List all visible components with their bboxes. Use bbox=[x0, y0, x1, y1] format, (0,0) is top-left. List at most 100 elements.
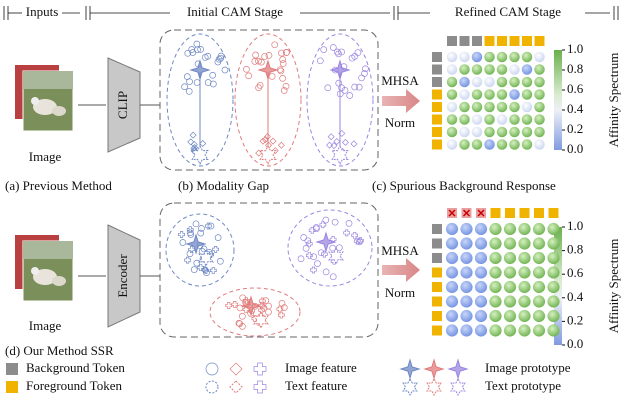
stage-label: Inputs bbox=[26, 4, 59, 19]
affinity-cell bbox=[509, 77, 520, 88]
affinity-cell bbox=[459, 77, 470, 88]
token bbox=[535, 36, 545, 46]
feature-point bbox=[266, 52, 272, 58]
feature-point bbox=[313, 226, 319, 232]
legend-shape bbox=[206, 381, 218, 393]
photo-sky bbox=[23, 241, 73, 259]
encoder-label: Encoder bbox=[115, 254, 130, 298]
legend-swatch bbox=[6, 381, 18, 393]
feature-point bbox=[323, 217, 329, 223]
prototype-star bbox=[317, 233, 335, 251]
feature-point bbox=[246, 73, 252, 79]
feature-point bbox=[180, 239, 186, 245]
input-label: Image bbox=[29, 149, 62, 164]
affinity-cell bbox=[484, 114, 495, 125]
caption: (a) Previous Method bbox=[5, 178, 112, 193]
legend-label: Text feature bbox=[285, 378, 347, 393]
affinity-cell bbox=[534, 139, 545, 150]
affinity-cell bbox=[504, 266, 516, 278]
colorbar-tick-label: 0.8 bbox=[567, 242, 583, 257]
colorbar-label: Affinity Spectrum bbox=[606, 53, 621, 148]
affinity-cell bbox=[484, 89, 495, 100]
affinity-cell bbox=[459, 89, 470, 100]
feature-point bbox=[280, 75, 286, 81]
feature-point bbox=[314, 261, 320, 267]
feature-point bbox=[222, 67, 228, 73]
legend-label: Image feature bbox=[285, 360, 357, 375]
affinity-cell bbox=[522, 127, 533, 138]
colorbar-tick-label: 0.6 bbox=[567, 265, 584, 280]
affinity-cell bbox=[504, 237, 516, 249]
affinity-cell bbox=[522, 77, 533, 88]
affinity-cell bbox=[459, 52, 470, 63]
affinity-cell bbox=[446, 266, 458, 278]
affinity-cell bbox=[447, 139, 458, 150]
token bbox=[432, 140, 442, 150]
affinity-cell bbox=[446, 223, 458, 235]
affinity-cell bbox=[509, 102, 520, 113]
affinity-cell bbox=[533, 295, 545, 307]
prototype-star bbox=[449, 360, 467, 378]
feature-point bbox=[210, 72, 216, 78]
token bbox=[472, 36, 482, 46]
token bbox=[497, 36, 507, 46]
affinity-cell bbox=[547, 237, 559, 249]
affinity-cell bbox=[460, 281, 472, 293]
feature-point bbox=[301, 235, 307, 241]
feature-point bbox=[328, 134, 334, 140]
affinity-cell bbox=[497, 52, 508, 63]
feature-point bbox=[217, 258, 223, 264]
feature-point bbox=[278, 312, 284, 318]
token bbox=[432, 253, 442, 263]
feature-point bbox=[278, 142, 284, 148]
affinity-cell bbox=[489, 223, 501, 235]
prototype-star bbox=[259, 61, 277, 79]
affinity-cell bbox=[484, 77, 495, 88]
legend-label: Text prototype bbox=[485, 378, 561, 393]
feature-point bbox=[179, 231, 185, 237]
affinity-cell bbox=[475, 266, 487, 278]
op-label: Norm bbox=[385, 115, 415, 130]
affinity-cell bbox=[459, 102, 470, 113]
feature-point bbox=[332, 219, 338, 225]
feature-point bbox=[269, 73, 275, 79]
token bbox=[432, 326, 442, 336]
affinity-cell bbox=[489, 237, 501, 249]
stage-label: Initial CAM Stage bbox=[187, 4, 283, 19]
affinity-cell bbox=[489, 324, 501, 336]
affinity-cell bbox=[460, 324, 472, 336]
affinity-cell bbox=[504, 310, 516, 322]
arrow bbox=[382, 89, 420, 113]
token bbox=[432, 239, 442, 249]
affinity-cell bbox=[446, 281, 458, 293]
feature-point bbox=[254, 363, 266, 375]
affinity-cell bbox=[497, 89, 508, 100]
figure: Inputs Initial CAM Stage Refined CAM Sta… bbox=[0, 0, 631, 402]
token bbox=[510, 36, 520, 46]
prototype-star bbox=[332, 146, 348, 164]
affinity-cell bbox=[497, 64, 508, 75]
feature-point bbox=[352, 84, 358, 90]
feature-point bbox=[359, 75, 365, 81]
affinity-cell bbox=[547, 266, 559, 278]
affinity-cell bbox=[522, 114, 533, 125]
feature-point bbox=[262, 53, 268, 59]
token bbox=[432, 268, 442, 278]
affinity-cell bbox=[504, 281, 516, 293]
affinity-cell bbox=[447, 102, 458, 113]
affinity-cell bbox=[475, 252, 487, 264]
legend-label: Image prototype bbox=[485, 360, 571, 375]
token bbox=[432, 115, 442, 125]
feature-point bbox=[215, 235, 221, 241]
affinity-cell bbox=[533, 223, 545, 235]
affinity-cell bbox=[509, 52, 520, 63]
token bbox=[432, 297, 442, 307]
feature-point bbox=[190, 132, 196, 138]
prototype-star bbox=[331, 61, 349, 79]
affinity-cell bbox=[460, 237, 472, 249]
encoder-label: CLIP bbox=[115, 91, 130, 119]
feature-point bbox=[317, 58, 323, 64]
affinity-cell bbox=[447, 127, 458, 138]
feature-point bbox=[206, 363, 218, 375]
colorbar-tick-label: 1.0 bbox=[567, 218, 583, 233]
